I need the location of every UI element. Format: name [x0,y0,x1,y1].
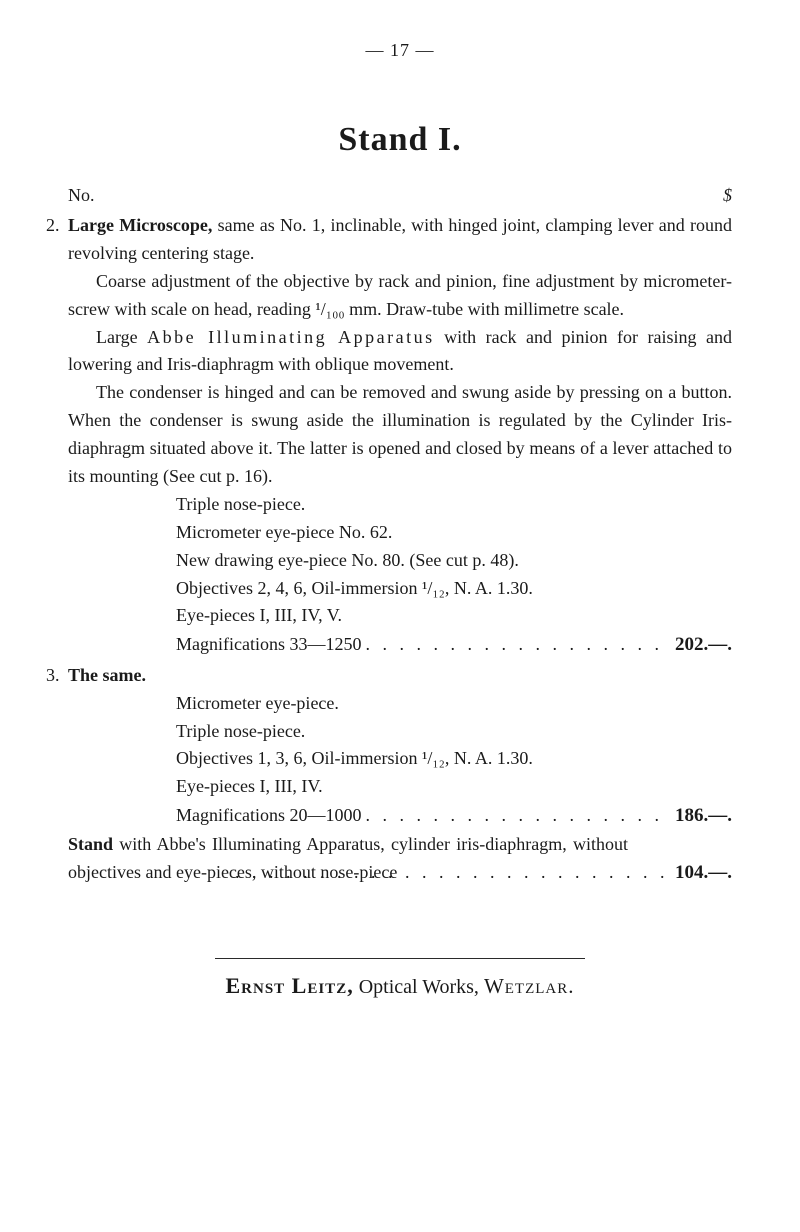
footer-city: Wetzlar. [484,974,575,998]
entry-3-title: The same. [68,662,732,690]
entry-2-sub-6-dots: . . . . . . . . . . . . . . . . . . . . … [365,631,671,659]
entry-3-sub-4: Eye-pieces I, III, IV. [176,773,732,801]
entry-2-sub-2: Micrometer eye-piece No. 62. [176,519,732,547]
entry-3-number: 3. [46,662,60,690]
entry-2-para-3a: Large [96,327,147,347]
entry-2-sublist: Triple nose-piece. Micrometer eye-piece … [68,491,732,660]
entry-2-price: 202.—. [675,630,732,659]
entry-2-sub-6-label: Magnifications 33—1250 [176,631,361,659]
entry-2-sub-4: Objectives 2, 4, 6, Oil-immersion ¹/₁₂, … [176,575,732,603]
entry-3-sublist: Micrometer eye-piece. Triple nose-piece.… [68,690,732,831]
entry-2-para-1: Large Microscope, same as No. 1, inclina… [68,212,732,268]
entry-2-number: 2. [46,212,60,240]
footer-brand: Ernst Leitz, [225,973,353,998]
entry-2-body: Large Microscope, same as No. 1, inclina… [68,212,732,660]
entry-2-sub-3: New drawing eye-piece No. 80. (See cut p… [176,547,732,575]
entry-3-body: The same. Micrometer eye-piece. Triple n… [68,662,732,888]
entry-3-sub-5-label: Magnifications 20—1000 [176,802,361,830]
header-row: No. $ [68,185,732,206]
entry-3-sub-5-dots: . . . . . . . . . . . . . . . . . . . . … [365,802,671,830]
entry-2-para-3b: Abbe Illuminating Apparatus [147,327,434,347]
entry-3-stand-dots: . . . . . . . . . . . . . . . . . . . . … [235,859,671,887]
entry-2-para-4: The condenser is hinged and can be remov… [68,379,732,491]
entry-3-sub-5-row: Magnifications 20—1000 . . . . . . . . .… [176,801,732,830]
no-label: No. [68,185,95,206]
entry-3-sub-3: Objectives 1, 3, 6, Oil-immersion ¹/₁₂, … [176,745,732,773]
entry-3-sub-1: Micrometer eye-piece. [176,690,732,718]
entry-2-para-2: Coarse adjustment of the objective by ra… [68,268,732,324]
footer: Ernst Leitz, Optical Works, Wetzlar. [68,958,732,999]
entry-2: 2. Large Microscope, same as No. 1, incl… [68,212,732,660]
footer-rule [215,958,585,959]
page-number: — 17 — [68,40,732,61]
entry-2-sub-5: Eye-pieces I, III, IV, V. [176,602,732,630]
entry-3-sub-2: Triple nose-piece. [176,718,732,746]
entry-3: 3. The same. Micrometer eye-piece. Tripl… [68,662,732,888]
entry-2-para-3: Large Abbe Illuminating Apparatus with r… [68,324,732,380]
entry-3-price-1: 186.—. [675,801,732,830]
entry-3-stand-lead: Stand [68,834,113,854]
entry-3-title-text: The same. [68,665,146,685]
footer-mid: Optical Works, [354,976,484,998]
entry-2-lead: Large Microscope, [68,215,212,235]
entry-3-price-2: 104.—. [675,858,732,887]
currency-label: $ [723,185,732,206]
stand-title: Stand I. [68,121,732,159]
entry-2-sub-1: Triple nose-piece. [176,491,732,519]
page-container: — 17 — Stand I. No. $ 2. Large Microscop… [0,0,800,1039]
entry-2-sub-6-row: Magnifications 33—1250 . . . . . . . . .… [176,630,732,659]
